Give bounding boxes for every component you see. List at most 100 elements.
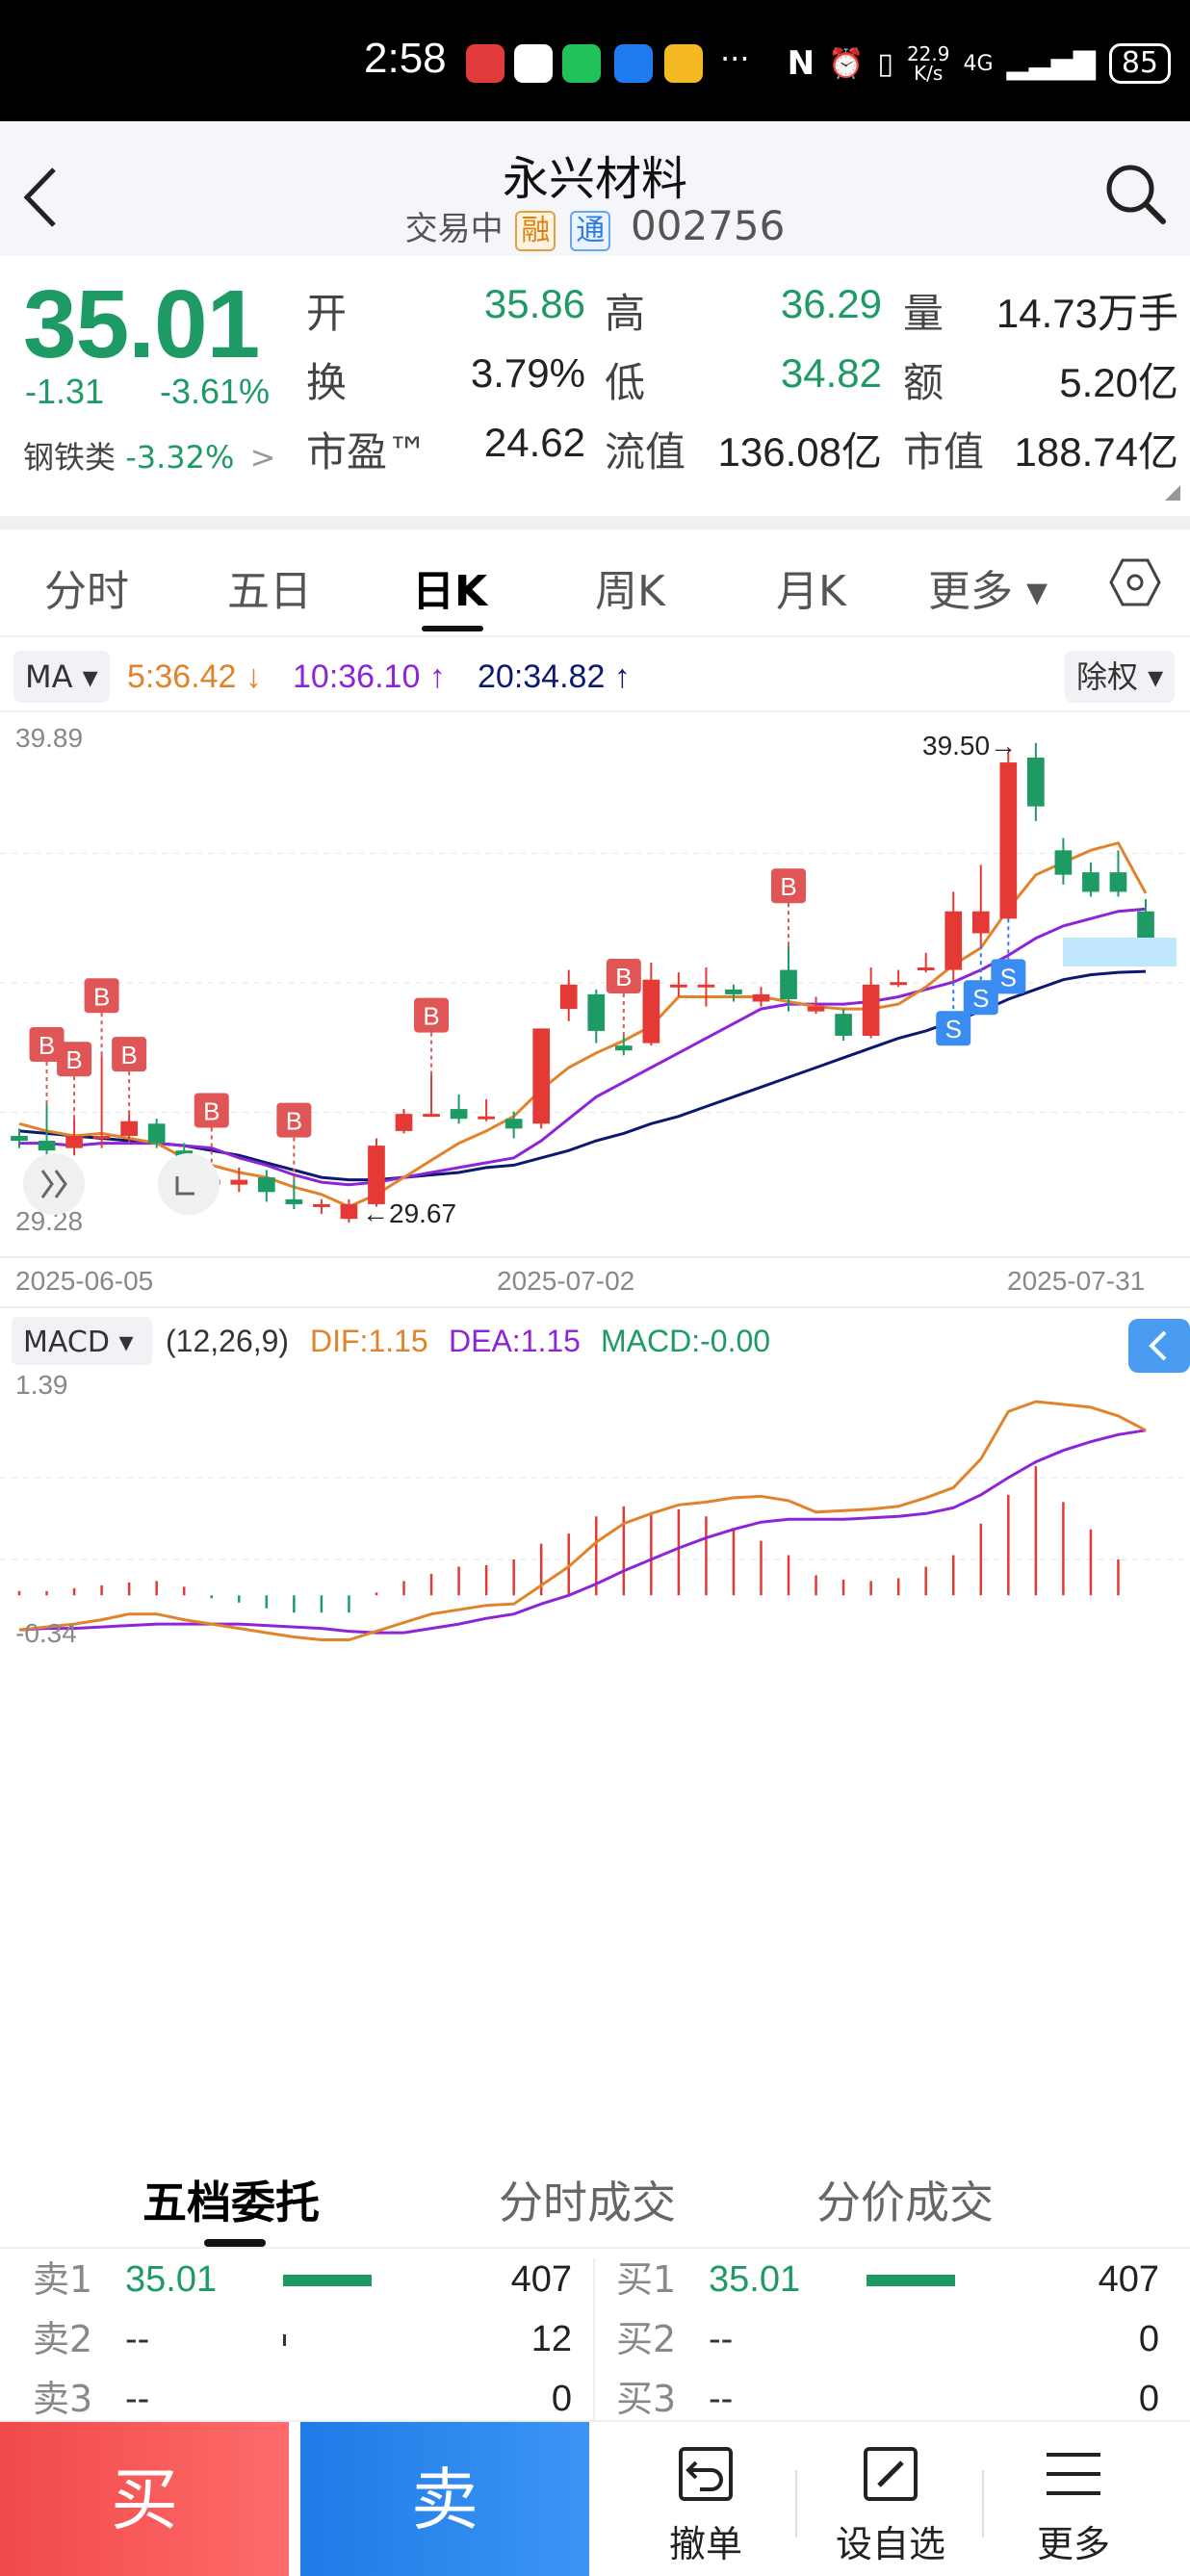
battery-icon: 85	[1108, 43, 1171, 84]
bottom-separator	[795, 2470, 797, 2537]
candle	[478, 1098, 495, 1121]
buy-marker: B	[194, 1093, 229, 1171]
min-price-annotation: ←29.67	[362, 1198, 456, 1228]
back-icon[interactable]	[21, 164, 60, 231]
candle	[835, 1009, 852, 1042]
candle	[559, 969, 578, 1021]
add-watchlist-button[interactable]: 设自选	[818, 2443, 963, 2567]
sell-row[interactable]: 卖3 -- 0	[33, 2368, 572, 2422]
collapse-side-button[interactable]	[1128, 1319, 1190, 1373]
double-chevron-button[interactable]	[23, 1153, 85, 1215]
tab-five-level[interactable]: 五档委托	[142, 2177, 320, 2228]
more-label: 更多	[1036, 2523, 1110, 2565]
buy-button[interactable]: 买	[0, 2422, 289, 2576]
highlight-zone	[1063, 938, 1177, 966]
search-icon[interactable]	[1101, 160, 1169, 227]
candle	[368, 1138, 385, 1207]
buy-row[interactable]: 买3 -- 0	[616, 2368, 1159, 2422]
tab-weekly-k[interactable]: 周K	[595, 567, 665, 616]
sell-marker-box	[963, 980, 998, 1016]
buy-marker: B	[414, 997, 450, 1075]
buy-row[interactable]: 买1 35.01 407	[616, 2249, 1159, 2310]
nfc-icon: N	[787, 44, 815, 83]
buy-volume: 407	[1098, 2259, 1159, 2300]
candle-body	[285, 1198, 303, 1204]
chevron-right-icon: >	[249, 439, 276, 476]
buy-marker-label: B	[203, 1096, 220, 1125]
macd-y-max: 1.39	[15, 1370, 68, 1400]
ma-selector[interactable]: MA ▾	[13, 651, 110, 703]
buy-marker: B	[84, 978, 119, 1056]
margin-tag[interactable]: 融	[515, 211, 556, 251]
buy-marker: B	[57, 1042, 92, 1120]
tab-tick-trades[interactable]: 分时成交	[499, 2177, 676, 2228]
cancel-order-button[interactable]: 撤单	[634, 2443, 778, 2567]
candle-body	[11, 1135, 28, 1142]
macd-selector-bg[interactable]	[12, 1317, 152, 1365]
candle	[340, 1198, 358, 1224]
candle	[944, 891, 963, 983]
macd-dif: DIF:1.15	[310, 1324, 428, 1358]
candle-body	[670, 984, 687, 988]
candle	[1027, 742, 1045, 821]
date-label-start: 2025-06-05	[15, 1266, 153, 1296]
candle	[395, 1109, 413, 1134]
sell-volume-bar	[283, 2275, 372, 2286]
candle-body	[368, 1146, 385, 1204]
orderbook-divider	[593, 2258, 595, 2422]
connect-tag[interactable]: 通	[570, 211, 611, 251]
volume-label: 量	[903, 290, 944, 337]
adjust-selector[interactable]: 除权 ▾	[1065, 651, 1176, 703]
buy-level-label: 买1	[616, 2258, 677, 2301]
candle-body	[450, 1109, 468, 1120]
macd-selector[interactable]: MACD ▾	[23, 1326, 134, 1359]
tab-intraday[interactable]: 分时	[44, 567, 129, 616]
candle-body	[395, 1114, 413, 1131]
expand-corner-icon[interactable]	[1165, 485, 1180, 501]
candle-body	[230, 1179, 248, 1185]
sell-row[interactable]: 卖1 35.01 407	[33, 2249, 572, 2310]
buy-marker-box	[606, 959, 641, 994]
market-cap-label: 市值	[903, 428, 985, 476]
date-label-mid: 2025-07-02	[497, 1266, 634, 1296]
candle	[999, 752, 1018, 919]
tab-monthly-k[interactable]: 月K	[776, 567, 846, 616]
candle-body	[147, 1123, 166, 1144]
candle	[697, 967, 715, 1007]
buy-row[interactable]: 买2 -- 0	[616, 2308, 1159, 2370]
candle	[504, 1111, 523, 1139]
sell-button[interactable]: 卖	[300, 2422, 589, 2576]
section-divider	[0, 516, 1190, 529]
candle-body	[944, 911, 963, 970]
buy-marker-box	[276, 1102, 312, 1138]
buy-volume: 0	[1138, 2319, 1159, 2359]
macd-params: (12,26,9)	[166, 1324, 289, 1358]
edit-icon	[864, 2447, 918, 2501]
market-cap-value: 188.74亿	[1014, 429, 1178, 475]
buy-marker-label: B	[423, 1002, 439, 1031]
fullscreen-button[interactable]	[158, 1153, 220, 1215]
tab-daily-k[interactable]: 日K	[412, 567, 488, 616]
candle	[780, 945, 797, 1012]
candle	[230, 1167, 248, 1193]
more-button[interactable]: 更多	[1001, 2443, 1146, 2567]
settings-hexagon-icon[interactable]	[1109, 556, 1161, 608]
dif-line	[18, 1400, 1147, 1641]
pe-value: 24.62	[483, 420, 585, 465]
sector-pct: -3.32%	[125, 439, 235, 476]
high-value: 36.29	[780, 281, 882, 326]
orderbook-tab-underline	[204, 2239, 266, 2247]
sector-link[interactable]: 钢铁类 -3.32% >	[23, 433, 275, 477]
sell-volume-bar	[283, 2334, 286, 2346]
tab-more[interactable]: 更多 ▾	[928, 567, 1048, 616]
sell-row[interactable]: 卖2 -- 12	[33, 2308, 572, 2370]
buy-volume: 0	[1138, 2379, 1159, 2419]
open-label: 开	[306, 290, 348, 337]
sell-volume: 0	[551, 2379, 572, 2419]
buy-marker-label: B	[65, 1045, 82, 1074]
tab-price-trades[interactable]: 分价成交	[816, 2177, 994, 2228]
candle-body	[999, 762, 1018, 919]
tab-five-day[interactable]: 五日	[227, 567, 312, 616]
candle	[423, 1074, 440, 1118]
